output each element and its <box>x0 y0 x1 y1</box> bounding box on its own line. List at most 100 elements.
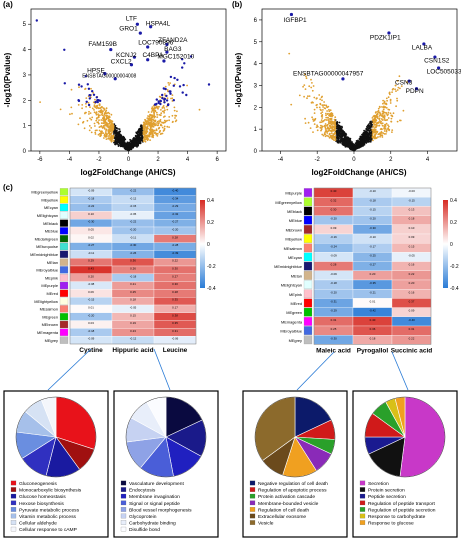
connector-lines <box>47 348 409 391</box>
hmr-module-swatch <box>303 225 313 234</box>
pie-legend-label: Signal or signal peptide <box>129 501 180 507</box>
vb-point <box>310 78 312 81</box>
hml-cell-value: -0.08 <box>88 282 95 286</box>
vb-point <box>369 140 371 143</box>
vb-point <box>384 127 387 130</box>
va-point <box>114 138 117 141</box>
pie-legend-swatch <box>249 487 256 492</box>
hmr-cell-value: -0.20 <box>330 290 337 294</box>
vb-point <box>321 111 324 113</box>
hmr-cell-value: 0.09 <box>409 235 415 239</box>
hmr-module-swatch <box>303 289 313 299</box>
volcano-b-x-ticks: -4 -2 0 2 4 <box>278 151 430 163</box>
va-point <box>98 99 102 103</box>
vb-point <box>372 128 374 131</box>
va-point <box>108 115 110 118</box>
va-point <box>141 136 144 139</box>
hmr-module-swatch <box>303 197 313 207</box>
va-point <box>95 107 98 110</box>
pie-legend-label: Membrane-bounded vesicle <box>258 501 319 507</box>
va-point <box>147 117 150 120</box>
va-point <box>119 144 121 147</box>
hmr-row-label: MEmagenta <box>281 319 303 324</box>
vb-point <box>328 108 330 111</box>
hmr-cell-value: 0.10 <box>409 226 415 230</box>
va-point <box>119 130 121 133</box>
vb-point <box>339 125 342 128</box>
hml-colorbar-tick: 0.2 <box>207 220 214 226</box>
va-label-point <box>146 58 150 62</box>
vb-gene-label: LALBA <box>412 44 433 51</box>
hmr-row-label: MEgrey <box>289 338 302 343</box>
vb-point <box>328 127 330 130</box>
va-point <box>172 99 175 102</box>
pie-legend-swatch <box>359 500 366 506</box>
pie-legend-swatch <box>10 526 17 532</box>
va-gene-label: HSPA4L <box>146 20 171 27</box>
vb-point <box>330 120 333 122</box>
vb-point <box>374 126 376 129</box>
hml-row-label: MEpink <box>45 275 58 280</box>
vb-point <box>381 136 384 138</box>
va-point <box>163 97 167 101</box>
va-point <box>169 75 173 79</box>
vb-point <box>338 130 341 133</box>
va-point <box>100 122 103 124</box>
vb-point <box>375 130 378 133</box>
pie-legend-label: Hexose biosynthesis <box>19 501 64 507</box>
pie-legend-swatch <box>120 480 127 486</box>
va-point <box>145 122 148 124</box>
vb-label-point <box>437 66 441 70</box>
hml-module-swatch <box>59 289 69 297</box>
va-point <box>118 128 121 131</box>
vb-point <box>326 123 329 126</box>
va-gene-label: ENSBTAG00000004008 <box>82 73 136 79</box>
pie-legend-label: Glycoprotein <box>129 514 157 520</box>
va-gene-label: BAG3 <box>164 46 182 53</box>
hml-cell-value: -0.22 <box>130 220 137 224</box>
pie-legend-swatch <box>120 520 127 525</box>
va-point <box>130 142 133 145</box>
hml-column-label: Hippuric acid <box>112 347 153 354</box>
pie-legend-swatch <box>249 493 256 499</box>
pie-legend-swatch <box>10 507 17 512</box>
va-point <box>112 125 114 127</box>
vb-point <box>357 145 360 148</box>
vb-point <box>319 127 322 129</box>
hml-cell-value: 0.20 <box>88 274 94 278</box>
vb-point <box>337 128 340 131</box>
vb-y-tick-label: 2 <box>254 105 258 111</box>
vb-point <box>402 109 405 112</box>
vb-point <box>328 124 331 127</box>
hmr-cell-value: -0.30 <box>369 226 376 230</box>
va-point <box>103 120 106 123</box>
vb-gene-label: IGFBP1 <box>284 17 308 24</box>
pie-legend-swatch <box>10 513 17 519</box>
vb-point <box>320 112 322 115</box>
vb-y-tick-label: 4 <box>254 62 258 68</box>
hml-colorbar-tick: 0.4 <box>207 198 214 204</box>
hml-row-label: MEgreen <box>42 314 58 319</box>
vb-point <box>332 139 335 141</box>
va-point <box>166 103 170 107</box>
vb-point <box>376 124 378 126</box>
hml-colorbar-tick: 0 <box>207 242 210 248</box>
hml-cell-value: -0.06 <box>172 337 179 341</box>
va-point <box>97 122 100 125</box>
hml-row-label: MEmidnightblue <box>30 252 58 257</box>
vb-label-point <box>289 12 294 17</box>
vb-point <box>333 118 336 121</box>
vb-point <box>325 116 328 119</box>
va-point <box>154 115 157 118</box>
vb-point <box>381 106 383 108</box>
hml-row-label: MEbrown <box>42 322 58 327</box>
va-point <box>89 106 91 108</box>
hml-cell-value: 0.21 <box>130 282 136 286</box>
vb-point <box>377 136 379 138</box>
va-gene-label: KCNJ2 <box>116 52 137 59</box>
va-point <box>103 137 105 139</box>
hml-module-swatch <box>59 313 69 321</box>
panel-label-b: (b) <box>232 0 243 9</box>
va-point <box>87 103 91 107</box>
vb-point <box>325 129 327 132</box>
